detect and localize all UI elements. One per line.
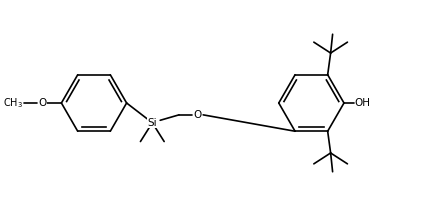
Text: OH: OH	[355, 98, 371, 108]
Text: O: O	[194, 110, 202, 120]
Text: CH$_3$: CH$_3$	[3, 96, 23, 110]
Text: Si: Si	[148, 118, 157, 128]
Text: O: O	[39, 98, 47, 108]
